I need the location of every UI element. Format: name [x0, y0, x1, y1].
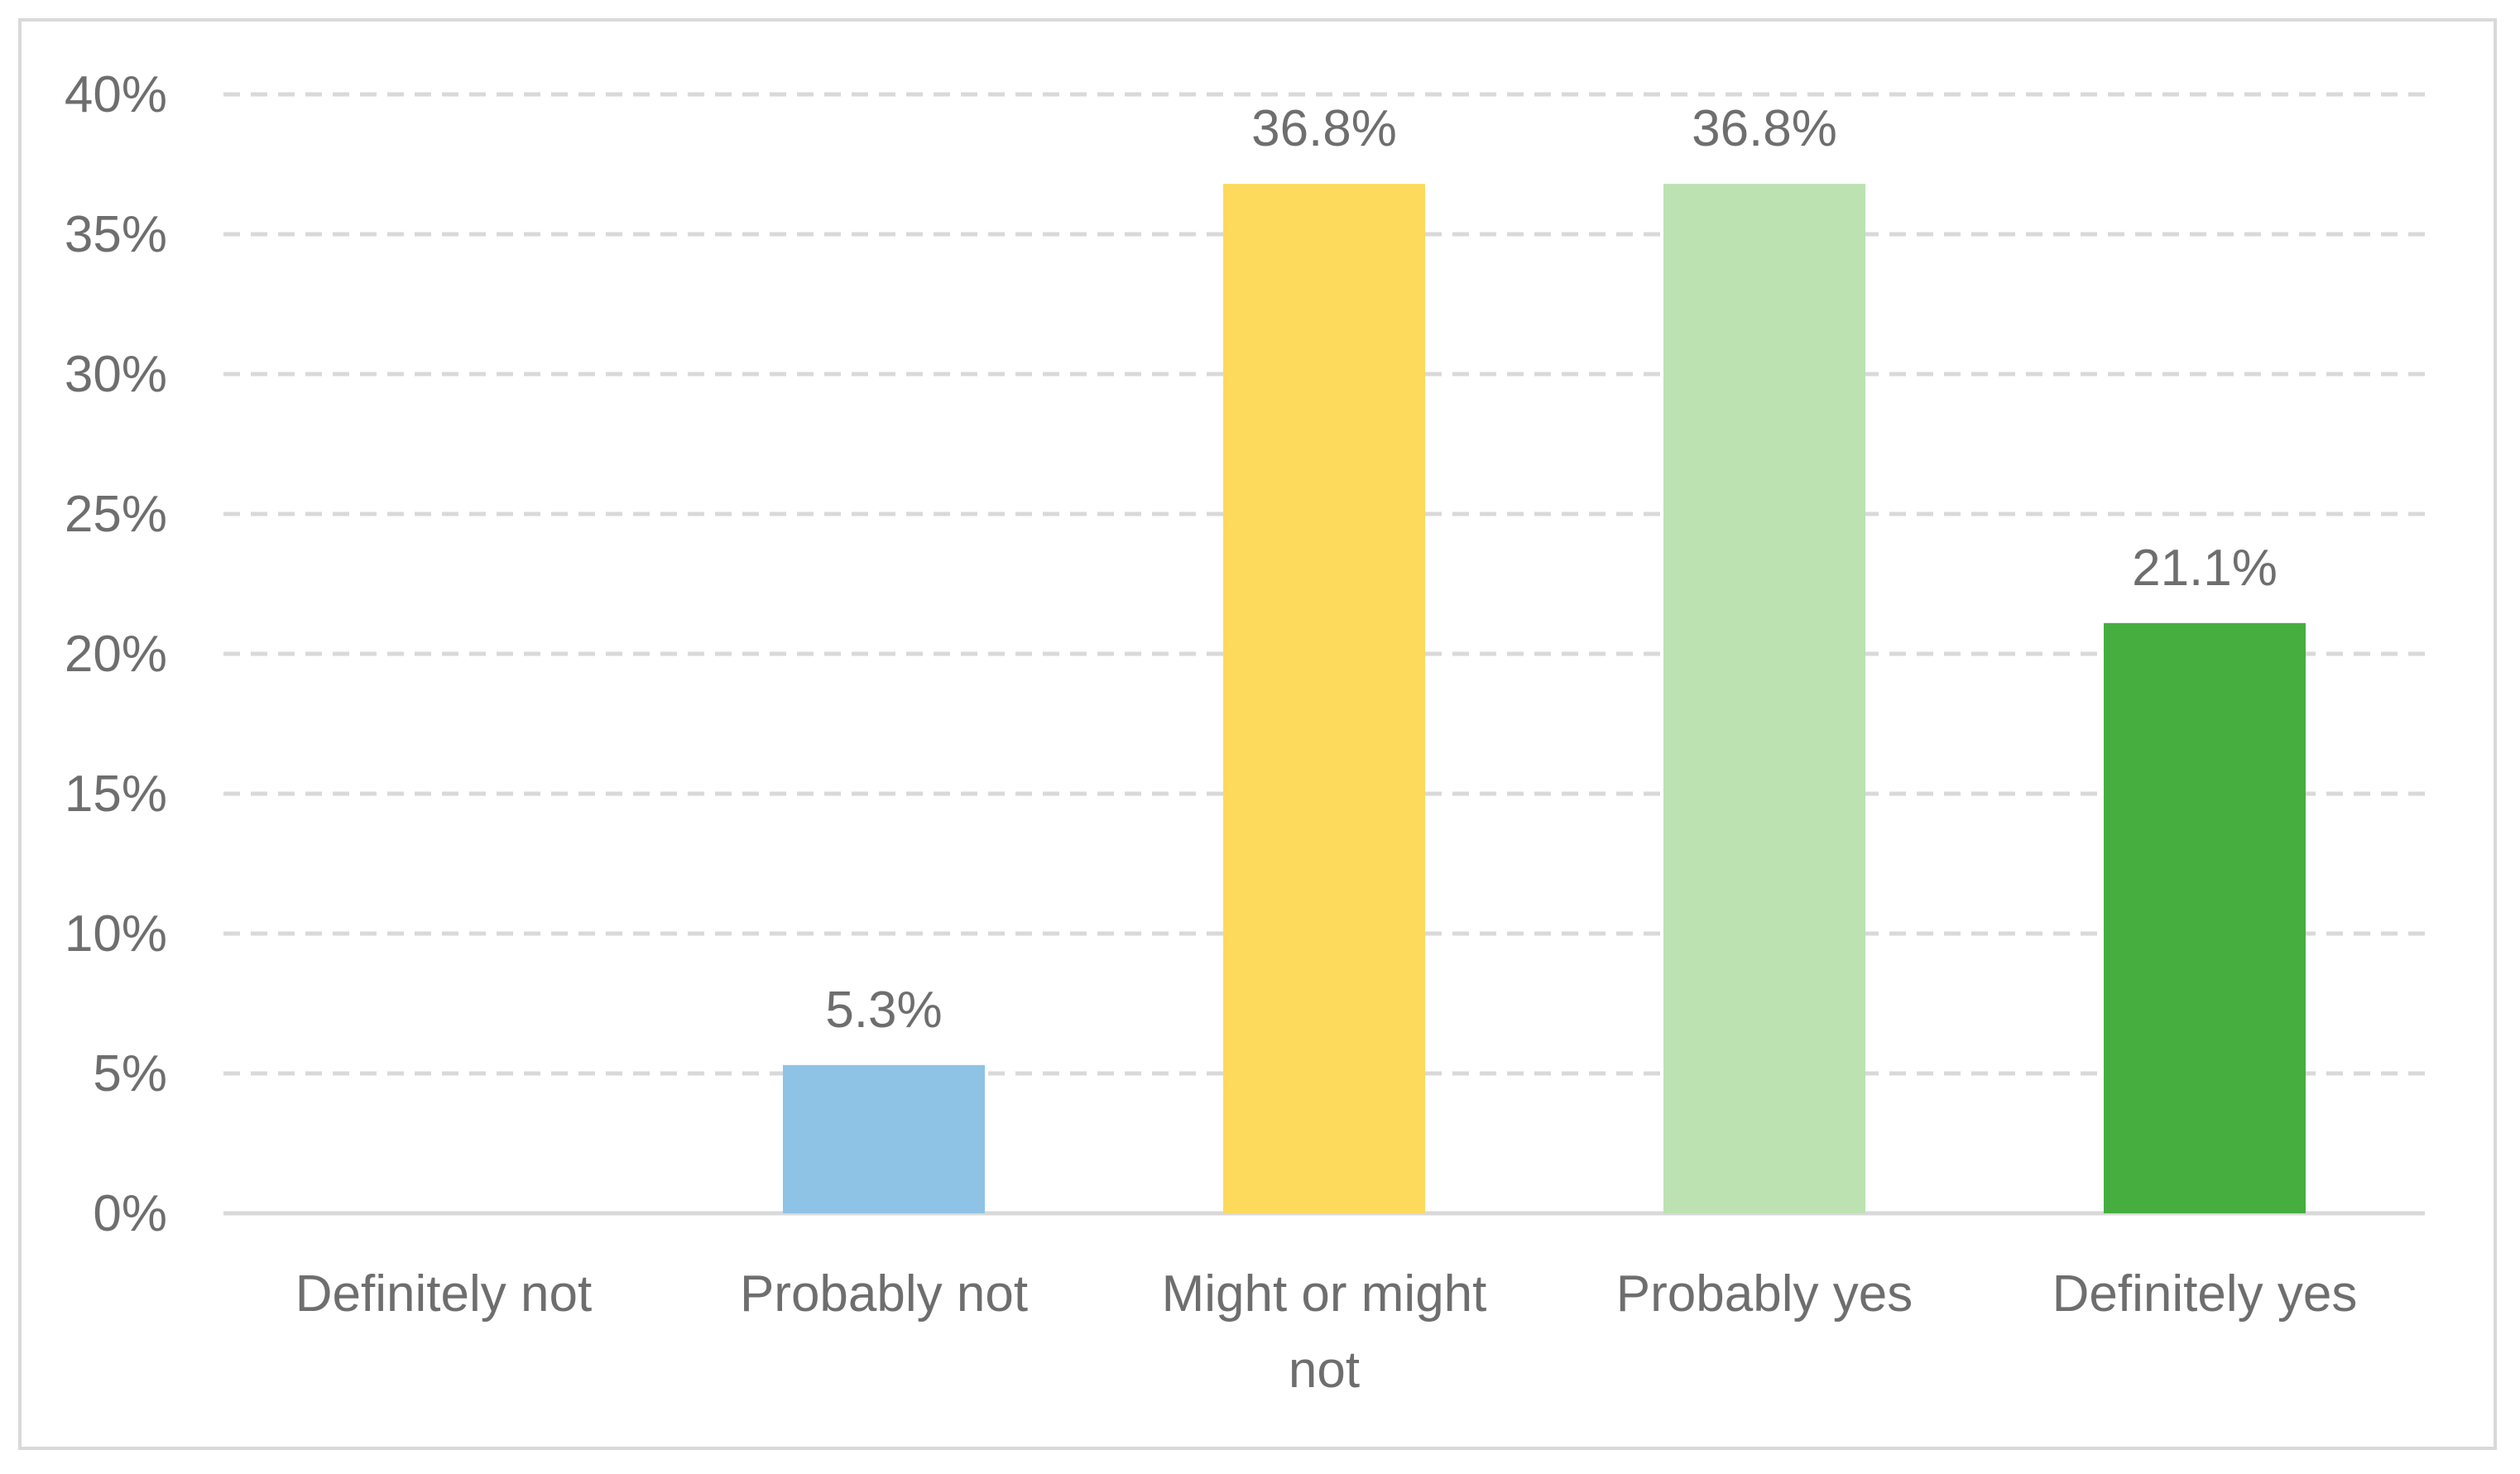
x-category-label: Definitely yes: [2052, 1265, 2358, 1323]
y-tick-label: 0%: [93, 1185, 167, 1242]
data-label: 36.8%: [1251, 100, 1397, 157]
y-tick-label: 5%: [93, 1045, 167, 1102]
y-tick-label: 25%: [65, 486, 167, 543]
x-category-label: Probably not: [740, 1265, 1028, 1323]
x-category-label: Definitely not: [295, 1265, 592, 1323]
bar-probably-yes: [1663, 184, 1865, 1213]
y-tick-label: 15%: [65, 766, 167, 823]
y-tick-label: 10%: [65, 905, 167, 963]
y-tick-label: 30%: [65, 346, 167, 403]
data-label: 21.1%: [2132, 540, 2278, 597]
y-tick-label: 35%: [65, 206, 167, 263]
labels: 0% 5% 10% 15% 20% 25% 30% 35% 40% Definitely not 5…: [65, 66, 2357, 1399]
data-label: 5.3%: [825, 982, 942, 1039]
x-category-label: Probably yes: [1616, 1265, 1913, 1323]
x-category-label: Might or might: [1162, 1265, 1487, 1323]
y-tick-label: 20%: [65, 626, 167, 683]
bar-definitely-yes: [2104, 622, 2306, 1213]
y-tick-label: 40%: [65, 66, 167, 123]
bar-probably-not: [783, 1064, 985, 1213]
x-category-label: not: [1289, 1342, 1360, 1399]
bar-might-or-might-not: [1223, 184, 1425, 1213]
data-label: 36.8%: [1692, 100, 1837, 157]
bars: [783, 184, 2306, 1213]
